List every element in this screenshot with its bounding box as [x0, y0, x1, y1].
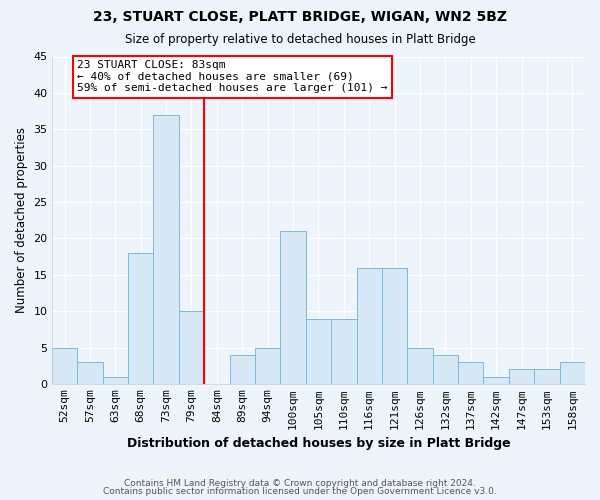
- Text: Contains HM Land Registry data © Crown copyright and database right 2024.: Contains HM Land Registry data © Crown c…: [124, 478, 476, 488]
- Bar: [433, 355, 458, 384]
- Bar: [382, 268, 407, 384]
- Bar: [407, 348, 433, 384]
- Bar: [509, 370, 534, 384]
- Text: Contains public sector information licensed under the Open Government Licence v3: Contains public sector information licen…: [103, 487, 497, 496]
- Bar: [255, 348, 280, 384]
- Text: Size of property relative to detached houses in Platt Bridge: Size of property relative to detached ho…: [125, 32, 475, 46]
- Text: 23, STUART CLOSE, PLATT BRIDGE, WIGAN, WN2 5BZ: 23, STUART CLOSE, PLATT BRIDGE, WIGAN, W…: [93, 10, 507, 24]
- Bar: [179, 311, 204, 384]
- Bar: [331, 318, 356, 384]
- Bar: [230, 355, 255, 384]
- Bar: [306, 318, 331, 384]
- X-axis label: Distribution of detached houses by size in Platt Bridge: Distribution of detached houses by size …: [127, 437, 510, 450]
- Bar: [128, 253, 154, 384]
- Text: 23 STUART CLOSE: 83sqm
← 40% of detached houses are smaller (69)
59% of semi-det: 23 STUART CLOSE: 83sqm ← 40% of detached…: [77, 60, 388, 94]
- Bar: [356, 268, 382, 384]
- Bar: [103, 376, 128, 384]
- Bar: [52, 348, 77, 384]
- Bar: [77, 362, 103, 384]
- Bar: [560, 362, 585, 384]
- Bar: [534, 370, 560, 384]
- Bar: [484, 376, 509, 384]
- Bar: [154, 114, 179, 384]
- Y-axis label: Number of detached properties: Number of detached properties: [15, 127, 28, 313]
- Bar: [280, 231, 306, 384]
- Bar: [458, 362, 484, 384]
